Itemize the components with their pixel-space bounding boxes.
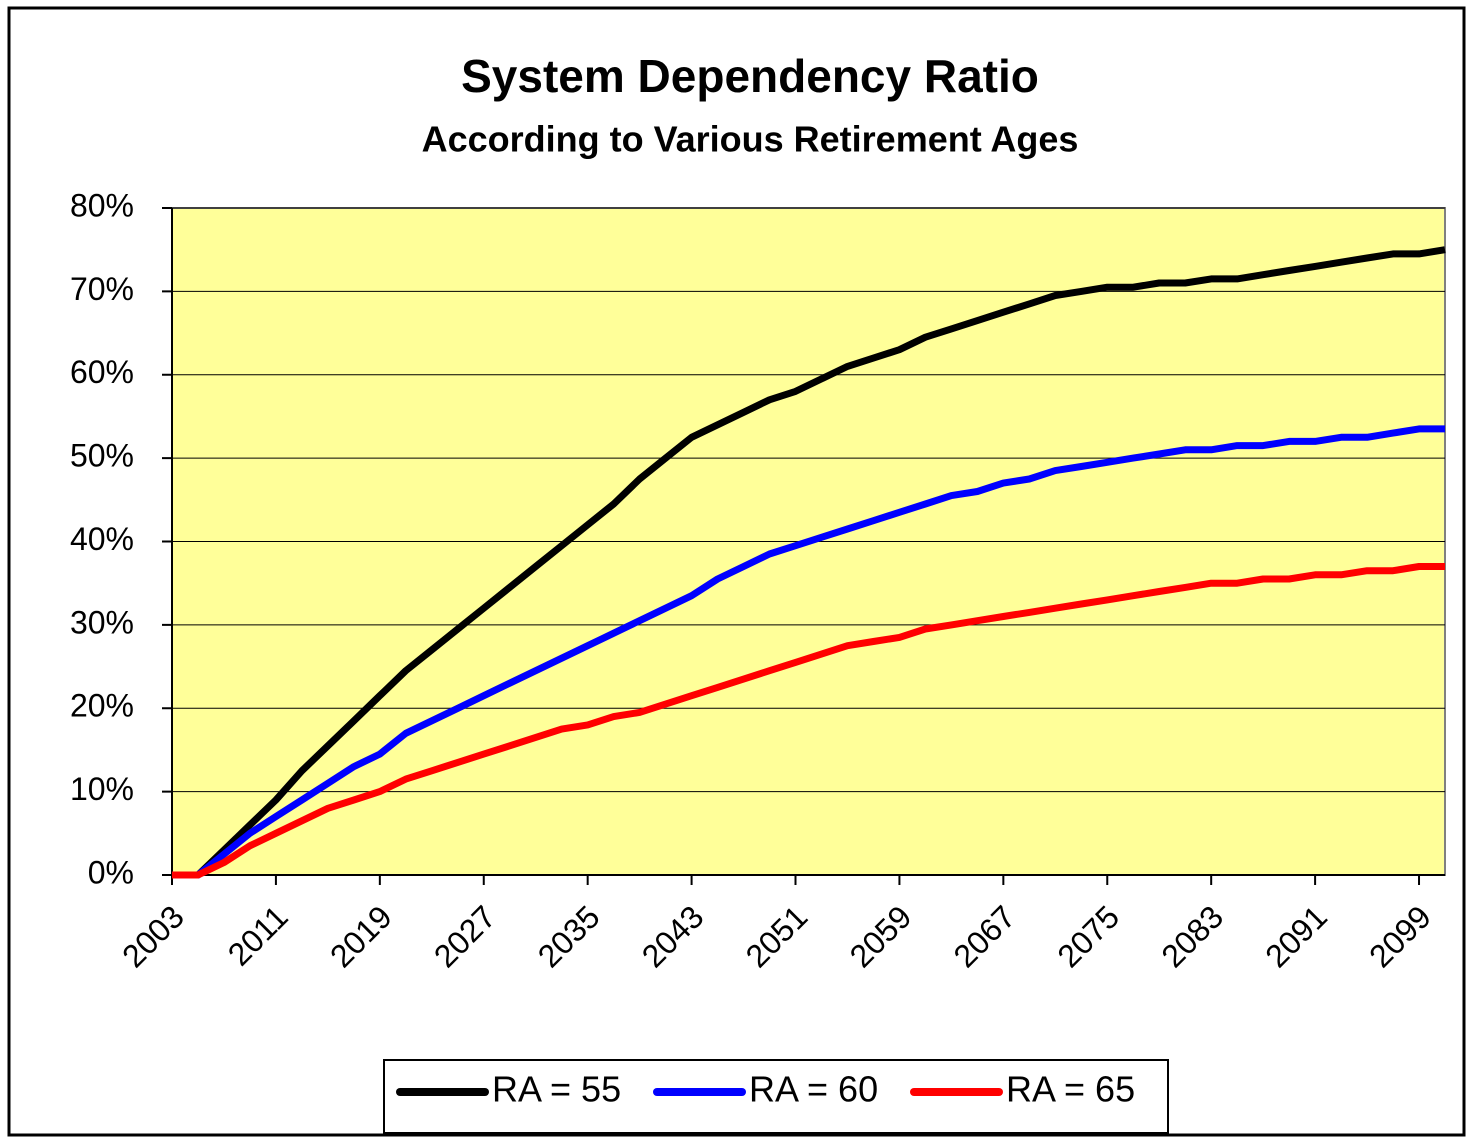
series-line: [172, 563, 1445, 879]
chart-subtitle: According to Various Retirement Ages: [422, 119, 1079, 160]
chart-title: System Dependency Ratio: [461, 50, 1039, 102]
y-tick-label: 60%: [70, 354, 134, 390]
legend: RA = 55 RA = 60 RA = 65: [383, 1059, 1169, 1134]
legend-label: RA = 65: [1006, 1069, 1135, 1110]
y-tick-label: 40%: [70, 521, 134, 557]
y-tick-label: 70%: [70, 271, 134, 307]
y-tick-label: 30%: [70, 604, 134, 640]
y-tick-label: 20%: [70, 688, 134, 724]
y-tick-label: 50%: [70, 438, 134, 474]
legend-label: RA = 55: [492, 1069, 621, 1110]
y-tick-label: 10%: [70, 771, 134, 807]
series-line: [172, 425, 1445, 879]
legend-label: RA = 60: [749, 1069, 878, 1110]
y-tick-label: 80%: [70, 187, 134, 223]
legend-box: [383, 1059, 1169, 1134]
y-tick-label: 0%: [88, 854, 134, 890]
series-line: [172, 246, 1446, 879]
